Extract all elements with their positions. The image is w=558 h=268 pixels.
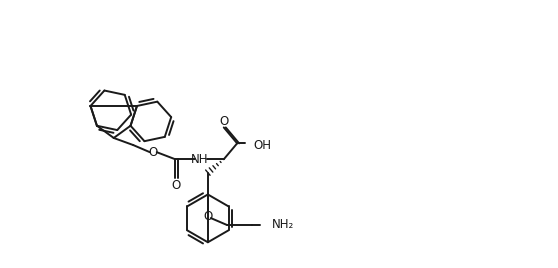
Text: NH₂: NH₂ [271, 218, 294, 231]
Text: O: O [148, 146, 157, 159]
Text: O: O [172, 178, 181, 192]
Text: O: O [219, 115, 228, 128]
Text: OH: OH [253, 139, 271, 152]
Text: O: O [203, 210, 213, 223]
Text: NH: NH [191, 153, 209, 166]
